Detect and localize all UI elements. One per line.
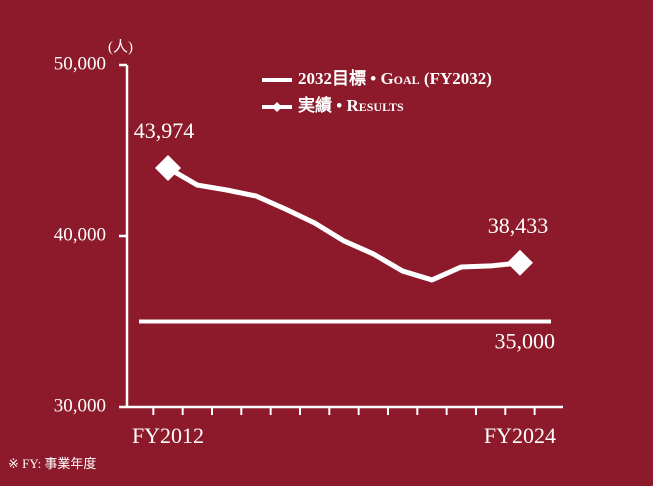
- goal-label: 35,000: [495, 329, 556, 354]
- point-marker: [155, 155, 181, 182]
- x-tick-label: FY2024: [484, 423, 556, 448]
- x-tick-label: FY2012: [132, 423, 204, 448]
- y-tick-label: 50,000: [54, 53, 106, 74]
- y-tick-label: 30,000: [54, 395, 106, 416]
- legend-marker: [272, 102, 282, 112]
- y-tick-label: 40,000: [54, 224, 106, 245]
- data-label: 43,974: [134, 118, 195, 143]
- series-line: [166, 165, 521, 283]
- point-marker: [506, 249, 533, 276]
- legend-label: 実績 • Results: [298, 95, 404, 115]
- y-unit: (人): [108, 38, 133, 55]
- data-label: 38,433: [488, 213, 549, 238]
- legend-label: 2032目標 • Goal (FY2032): [298, 68, 492, 88]
- footnote: ※ FY: 事業年度: [8, 456, 96, 471]
